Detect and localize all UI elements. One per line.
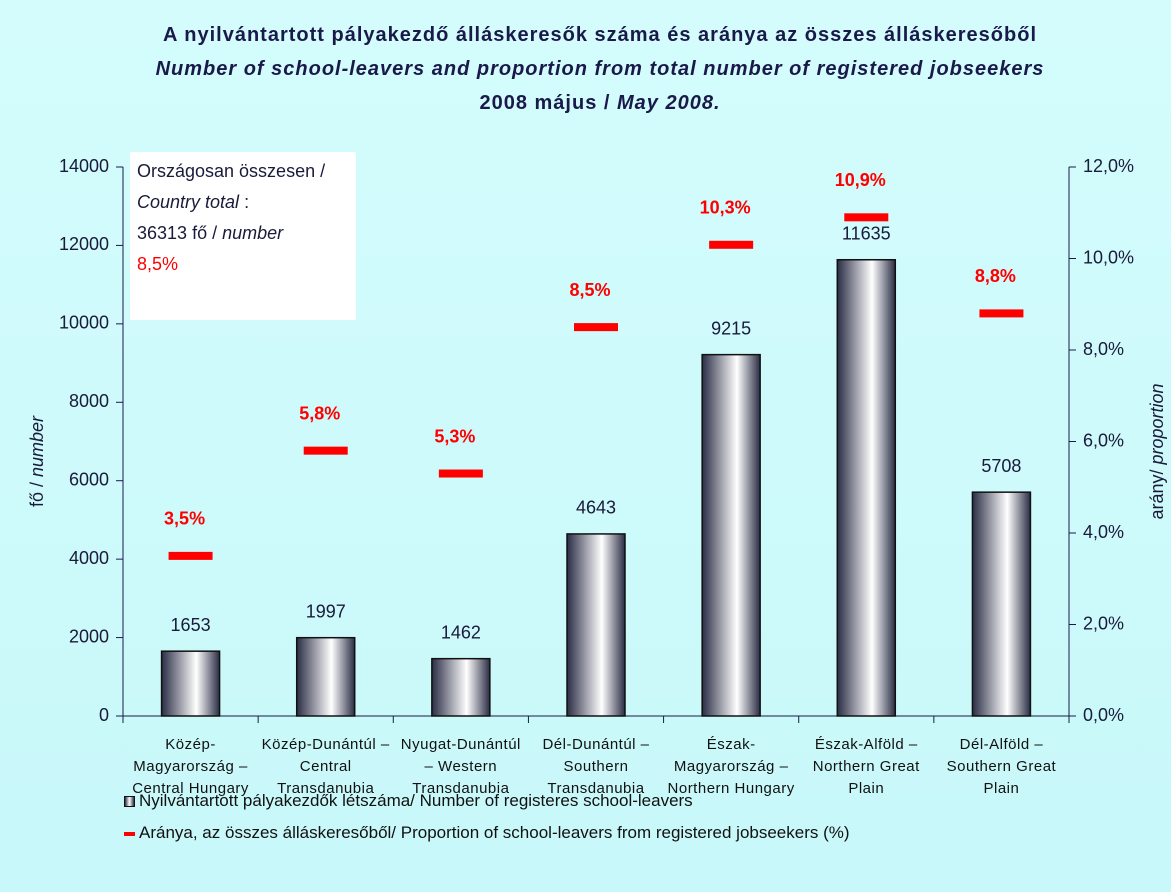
annotation-unit: fő / (192, 223, 218, 243)
bar-value-label: 9215 (711, 318, 751, 338)
date: 2008 május / May 2008. (130, 86, 1070, 120)
legend-label: Nyilvántartott pályakezdők létszáma/ Num… (139, 791, 693, 810)
proportion-marker (844, 213, 889, 222)
proportion-label: 3,5% (164, 509, 205, 529)
bar-value-label: 1462 (441, 622, 481, 642)
proportion-marker (438, 469, 483, 478)
proportion-marker (168, 551, 213, 560)
x-tick-label: Dél-Dunántúl – Southern Transdanubia (542, 736, 650, 797)
x-tick-label: Dél-Alföld – Southern Great Plain (946, 736, 1057, 797)
bar (431, 657, 491, 717)
y-tick-label: 14000 (59, 156, 109, 176)
bar-value-label: 1653 (171, 615, 211, 635)
annotation-unit-en: number (222, 223, 284, 243)
bar-value-label: 11635 (842, 223, 891, 243)
y-tick-label: 4000 (69, 548, 109, 568)
date-hu: 2008 május / (479, 92, 611, 114)
proportion-marker (709, 240, 754, 249)
bar (836, 258, 897, 717)
annotation-total: 36313 (137, 223, 188, 243)
y2-tick-label: 8,0% (1083, 339, 1124, 359)
proportion-label: 5,8% (299, 403, 340, 423)
bar (295, 636, 356, 717)
proportion-marker (979, 309, 1024, 318)
annotation-colon: : (244, 192, 250, 212)
y2-tick-label: 10,0% (1083, 247, 1134, 267)
date-en: May 2008. (617, 92, 721, 114)
proportion-label: 8,8% (975, 266, 1016, 286)
proportion-label: 5,3% (434, 426, 475, 446)
x-tick-label: Észak-Alföld – Northern Great Plain (812, 736, 920, 797)
y2-tick-label: 12,0% (1083, 156, 1134, 176)
y-axis-label-en: number (27, 415, 47, 477)
x-tick-label: Közép-Dunántúl – Central Transdanubia (261, 736, 390, 797)
y-axis-label: fő / number (27, 415, 47, 507)
y-tick-label: 8000 (69, 391, 109, 411)
bar-value-label: 1997 (306, 601, 346, 621)
y2-tick-label: 4,0% (1083, 522, 1124, 542)
chart-title: A nyilvántartott pályakezdő álláskeresők… (163, 24, 1037, 46)
proportion-label: 10,3% (700, 198, 751, 218)
y-tick-label: 10000 (59, 313, 109, 333)
title-block: A nyilvántartott pályakezdő álláskeresők… (130, 18, 1070, 120)
y-tick-label: 6000 (69, 469, 109, 489)
y2-axis-label: arány/proportion (1147, 383, 1167, 519)
y2-tick-label: 6,0% (1083, 430, 1124, 450)
proportion-marker (303, 446, 348, 455)
proportion-label: 10,9% (835, 170, 886, 190)
y2-axis-label-hu: arány/ (1147, 470, 1167, 520)
bar (971, 491, 1032, 717)
y-tick-label: 12000 (59, 234, 109, 254)
y-axis-label-hu: fő / (27, 482, 47, 507)
proportion-label: 8,5% (569, 280, 610, 300)
y-tick-label: 2000 (69, 626, 109, 646)
y-tick-label: 0 (99, 705, 109, 725)
annotation: Országosan összesen / Country total : 36… (130, 152, 356, 320)
bar-value-label: 4643 (576, 498, 616, 518)
bar-value-label: 5708 (981, 456, 1021, 476)
legend-symbol (124, 796, 135, 808)
chart-subtitle: Number of school-leavers and proportion … (155, 58, 1045, 80)
annotation-label: Országosan összesen / (137, 161, 326, 181)
proportion-marker (574, 323, 618, 332)
legend-entry: Aránya, az összes álláskeresőből/ Propor… (124, 817, 850, 849)
y2-axis-label-en: proportion (1147, 383, 1167, 465)
annotation-proportion: 8,5% (137, 254, 179, 274)
bar (566, 533, 626, 717)
legend: Nyilvántartott pályakezdők létszáma/ Num… (124, 785, 850, 849)
legend-symbol (124, 831, 135, 836)
legend-label: Aránya, az összes álláskeresőből/ Propor… (139, 823, 850, 842)
bar (160, 650, 221, 717)
x-tick-label: Nyugat-Dunántúl – Western Transdanubia (400, 736, 521, 797)
x-tick-label: Észak-Magyarország – Northern Hungary (667, 736, 795, 797)
y2-tick-label: 0,0% (1083, 705, 1124, 725)
x-tick-label: Közép-Magyarország – Central Hungary (132, 736, 249, 797)
annotation-label-en: Country total (137, 192, 240, 212)
bar (701, 353, 761, 717)
legend-entry: Nyilvántartott pályakezdők létszáma/ Num… (124, 785, 850, 817)
y2-tick-label: 2,0% (1083, 613, 1124, 633)
